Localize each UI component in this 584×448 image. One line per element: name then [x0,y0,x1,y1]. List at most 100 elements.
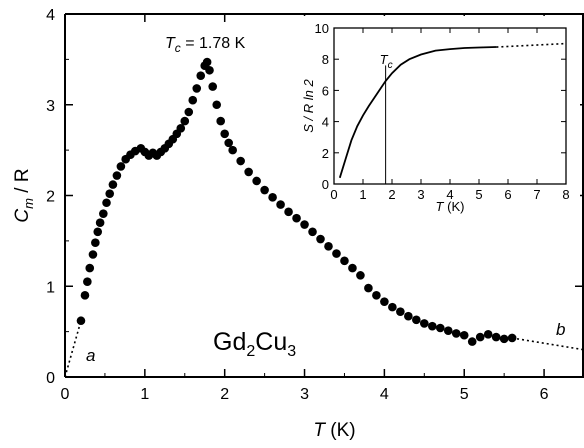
data-point [91,238,100,247]
data-point [216,116,225,126]
compound-subscript-1: 2 [246,343,255,360]
data-point [443,326,453,336]
inset-x-tick-label: 1 [359,187,366,202]
data-point [176,124,186,133]
data-point [324,242,333,251]
data-point [308,227,317,237]
data-point [420,319,429,328]
data-point [83,277,92,287]
data-point [292,213,301,223]
data-point [105,189,115,198]
data-point [108,180,118,189]
data-point [388,302,397,312]
main-y-axis-label: Cm / R [12,168,36,222]
data-point [208,82,218,91]
inset-y-tick-label: 4 [322,115,329,130]
data-point [380,297,389,306]
main-x-tick-label: 6 [540,386,549,403]
data-point [483,330,493,339]
compound-label: Gd2Cu3 [213,328,296,360]
inset-plot: 0 1 2 3 4 5 6 7 8 0 2 4 6 8 10 T (K) S / R ln 2 Tc [301,16,580,214]
data-point [372,291,381,300]
tc-annotation-symbol: T [165,35,176,52]
inset-y-tick-label: 0 [322,177,329,192]
inset-y-tick-label: 10 [315,21,329,36]
inset-extrapolation-line [496,42,567,48]
data-point [184,107,194,117]
compound-subscript-2: 3 [287,343,296,360]
main-x-axis-label-unit: (K) [330,420,355,441]
data-point [300,220,309,229]
data-point [396,307,405,316]
data-point [112,171,122,180]
data-point [236,156,245,166]
main-x-tick-label: 4 [380,386,389,403]
main-y-tick-label: 4 [46,7,55,24]
data-point [404,311,413,321]
curve-label-b: b [556,320,565,339]
inset-x-tick-label: 0 [330,187,337,202]
data-point [356,271,365,280]
inset-tc-label-subscript: c [388,60,393,71]
data-point [276,200,285,209]
data-point [340,256,349,266]
inset-y-tick-label: 8 [322,52,329,67]
tc-annotation-value: = 1.78 K [181,35,246,52]
inset-x-tick-label: 5 [475,187,482,202]
data-point [93,227,103,237]
data-point [196,71,206,81]
main-x-axis-label: T (K) [313,420,355,441]
data-point [99,209,108,218]
main-x-tick-label: 5 [460,386,469,403]
main-y-tick-label: 2 [46,189,55,206]
data-point [228,145,237,155]
inset-x-tick-label: 8 [562,187,569,202]
tc-annotation-subscript: c [175,41,181,55]
inset-y-tick-label: 2 [322,146,329,161]
data-point [252,176,261,186]
data-point [224,138,233,148]
inset-entropy-curve [338,46,497,179]
inset-x-axis-label: T (K) [436,199,465,214]
data-point [348,263,357,273]
data-point [499,334,509,344]
data-point [459,330,469,340]
extrapolation-line-a [64,320,82,378]
data-point [88,250,98,259]
data-point [202,57,212,67]
data-point [268,193,277,202]
inset-x-tick-label: 3 [417,187,424,202]
inset-x-tick-label: 2 [388,187,395,202]
main-y-axis-label-subscript: m [21,198,36,209]
data-point [364,283,373,293]
main-x-tick-label: 3 [300,386,309,403]
data-point [260,185,269,195]
main-y-axis-label-symbol: C [12,209,33,223]
data-point [316,234,325,244]
inset-x-axis-label-unit: (K) [447,199,464,214]
main-x-axis-label-symbol: T [313,420,326,441]
main-plot: 0 1 2 3 4 5 6 0 1 2 3 4 T (K) Cm / R Tc = 1.78 K Gd2Cu3… [12,7,584,441]
tc-annotation: Tc = 1.78 K [165,35,246,55]
data-point [205,65,214,75]
data-point [507,333,517,343]
data-point [80,291,90,300]
main-y-tick-label: 1 [46,279,55,296]
data-point [475,332,485,342]
inset-tc-label-symbol: T [380,52,389,67]
main-y-tick-label: 0 [46,370,55,387]
data-point [284,207,293,217]
data-point [467,337,477,346]
inset-x-tick-label: 7 [533,187,540,202]
main-y-tick-label: 3 [46,98,55,115]
main-x-tick-label: 0 [61,386,70,403]
data-point [491,332,501,342]
inset-tc-label: Tc [380,52,393,71]
data-point [116,162,126,171]
data-point [435,323,445,333]
data-point [85,263,95,273]
inset-y-tick-label: 6 [322,83,329,98]
data-point [244,167,253,177]
data-point [102,198,111,208]
